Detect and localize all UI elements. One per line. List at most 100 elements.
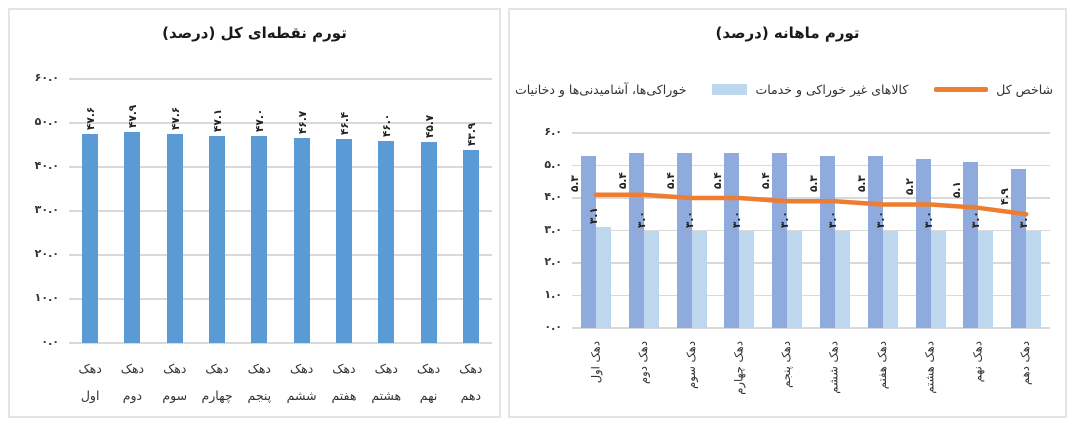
y-axis-tick-label: ۰.۰ <box>41 335 59 348</box>
y-axis-tick-label: ۵۰.۰ <box>34 115 59 128</box>
bar-decile-9 <box>420 141 437 343</box>
bar-decile-5 <box>251 136 268 343</box>
bar-value-label: ۴۷.۶ <box>169 106 182 130</box>
gridline <box>69 254 492 256</box>
bar-nonfood-decile-4 <box>739 230 755 328</box>
bar-nonfood-decile-6 <box>834 230 850 328</box>
x-category-label: دهک اول <box>587 341 602 384</box>
gridline <box>572 132 1050 134</box>
chart-panel-monthly-inflation: تورم ماهانه (درصد) خوراکی‌ها، آشامیدنی‌ه… <box>508 8 1067 418</box>
y-axis-tick-label: ۴۰.۰ <box>34 159 59 172</box>
bar-food-decile-8 <box>915 159 931 328</box>
x-category-label: دهک اول <box>78 361 102 403</box>
legend-box-swatch <box>712 84 748 95</box>
legend-line-swatch <box>934 87 989 92</box>
bar-value-label: ۴۶.۷ <box>296 110 309 134</box>
x-category-label: دهک دوم <box>635 341 650 384</box>
bar-value-label: ۴۷.۹ <box>127 105 140 129</box>
gridline <box>572 262 1050 264</box>
bar-value-label: ۴۷.۱ <box>212 108 225 132</box>
gridline <box>572 327 1050 329</box>
bar-decile-4 <box>209 135 226 343</box>
x-category-label: دهک نهم <box>970 341 985 383</box>
y-axis-tick-label: ۱۰.۰ <box>34 291 59 304</box>
y-axis-tick-label: ۱.۰ <box>544 287 562 301</box>
x-category-label: دهک سوم <box>683 341 698 389</box>
total-index-line <box>593 192 1029 217</box>
bar-food-decile-1 <box>580 155 596 328</box>
bar-value-label: ۴۶.۰ <box>381 113 394 137</box>
x-category-label: دهک هشتم <box>371 361 402 403</box>
bar-nonfood-decile-8 <box>930 230 946 328</box>
bar-decile-3 <box>166 133 183 343</box>
x-category-label: دهک ششم <box>826 341 841 394</box>
x-category-label: دهک سوم <box>162 361 188 403</box>
x-category-label: دهک ششم <box>286 361 317 403</box>
legend-item-total-index: شاخص کل <box>934 82 1053 97</box>
total-index-line-layer <box>593 192 1029 217</box>
bar-food-decile-5 <box>772 152 788 328</box>
gridline <box>69 122 492 124</box>
left-chart-plot-area: ۰.۰ ۱۰.۰ ۲۰.۰ ۳۰.۰ ۴۰.۰ ۵۰.۰ ۶۰.۰ ۴۷.۶ دهک اول ۴۷.… <box>10 10 499 416</box>
legend-label: خوراکی‌ها، آشامیدنی‌ها و دخانیات <box>514 82 687 97</box>
x-category-label: دهک پنجم <box>779 341 794 388</box>
gridline <box>69 166 492 168</box>
bar-nonfood-decile-10 <box>1026 230 1042 328</box>
x-category-label: دهک چهارم <box>201 361 233 403</box>
bar-nonfood-decile-5 <box>787 230 803 328</box>
bar-food-decile-9 <box>963 162 979 328</box>
gridline <box>69 298 492 300</box>
gridline <box>69 342 492 344</box>
gridline <box>69 78 492 80</box>
y-axis-tick-label: ۲.۰ <box>544 255 562 268</box>
bar-value-label: ۴۶.۴ <box>338 111 351 135</box>
left-chart-title: تورم نقطه‌ای کل (درصد) <box>162 24 347 42</box>
x-category-label: دهک دوم <box>120 361 145 403</box>
y-axis-tick-label: ۲۰.۰ <box>34 247 59 260</box>
x-category-label: دهک هفتم <box>331 361 357 403</box>
x-category-label: دهک هفتم <box>874 341 889 390</box>
gridline <box>572 164 1050 167</box>
gridline <box>572 229 1050 232</box>
chart-panel-point-to-point-inflation: تورم نقطه‌ای کل (درصد) ۰.۰ ۱۰.۰ ۲۰.۰ ۳۰.۰ ۴۰… <box>8 8 501 418</box>
bar-nonfood-decile-3 <box>691 230 707 328</box>
bar-nonfood-decile-2 <box>643 230 659 328</box>
legend: خوراکی‌ها، آشامیدنی‌ها و دخانیات کالاهای … <box>510 82 1053 97</box>
gridline <box>69 210 492 212</box>
bar-value-label: ۴۷.۰ <box>254 108 267 133</box>
gridline <box>572 197 1050 199</box>
bar-decile-10 <box>462 149 479 343</box>
bar-decile-7 <box>335 138 352 343</box>
bar-decile-8 <box>378 140 395 343</box>
bar-value-label: ۴۵.۷ <box>423 114 436 138</box>
x-category-label: دهک دهم <box>1018 341 1033 385</box>
y-axis-tick-label: ۴.۰ <box>544 190 562 203</box>
bar-value-label: ۴۳.۹ <box>465 122 478 146</box>
bar-nonfood-decile-9 <box>978 230 994 328</box>
legend-label: شاخص کل <box>996 82 1053 97</box>
bar-food-decile-6 <box>819 155 835 328</box>
y-axis-tick-label: ۰.۰ <box>544 320 562 333</box>
bar-nonfood-decile-7 <box>882 230 898 328</box>
legend-item-food: خوراکی‌ها، آشامیدنی‌ها و دخانیات <box>510 82 687 97</box>
bar-decile-6 <box>293 137 310 343</box>
bar-decile-2 <box>124 132 141 343</box>
y-axis-tick-label: ۳.۰ <box>544 222 562 236</box>
x-category-label: دهک دهم <box>459 361 483 403</box>
bar-decile-1 <box>82 133 99 343</box>
x-category-label: دهک هشتم <box>922 341 937 394</box>
gridline <box>572 294 1050 297</box>
x-category-label: دهک چهارم <box>731 341 746 395</box>
bar-value-label: ۴۷.۶ <box>85 106 98 130</box>
bar-nonfood-decile-1 <box>595 227 611 328</box>
y-axis-tick-label: ۶.۰ <box>544 125 562 138</box>
x-category-label: دهک نهم <box>416 361 441 403</box>
legend-label: کالاهای غیر خوراکی و خدمات <box>755 82 909 97</box>
right-chart-title: تورم ماهانه (درصد) <box>715 24 860 42</box>
bar-food-decile-10 <box>1011 168 1027 328</box>
y-axis-tick-label: ۵.۰ <box>544 157 562 171</box>
bar-food-decile-7 <box>867 155 883 328</box>
legend-item-nonfood: کالاهای غیر خوراکی و خدمات <box>712 82 908 97</box>
y-axis-tick-label: ۳۰.۰ <box>34 203 59 216</box>
